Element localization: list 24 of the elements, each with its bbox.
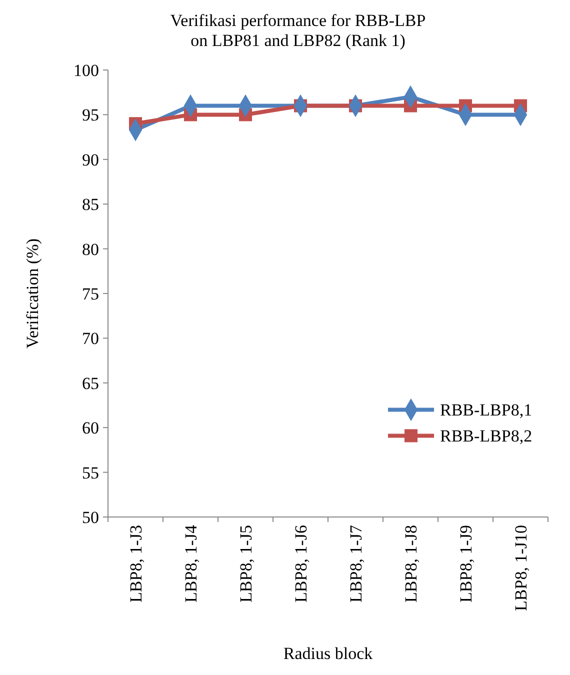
chart-title: Verifikasi performance for RBB-LBP on LBP81 and LBP82 (Rank 1) xyxy=(170,11,426,50)
y-axis-title: Verification (%) xyxy=(23,238,42,348)
x-tick-label: LBP8, 1-J9 xyxy=(456,525,476,602)
x-tick-label: LBP8, 1-J6 xyxy=(292,525,310,602)
y-tick-label: 60 xyxy=(82,418,99,438)
y-tick-label: 95 xyxy=(82,106,99,125)
x-tick-label: LBP8, 1-J10 xyxy=(512,525,530,611)
y-tick-label: 70 xyxy=(82,329,99,348)
y-tick-label: 100 xyxy=(74,60,99,80)
y-tick-label: 65 xyxy=(82,374,99,393)
x-tick-label: LBP8, 1-J5 xyxy=(236,525,256,602)
x-tick-label: LBP8, 1-J3 xyxy=(126,525,146,602)
legend-label: RBB-LBP8,1 xyxy=(440,400,532,420)
y-tick-label: 80 xyxy=(82,240,99,259)
legend-label: RBB-LBP8,2 xyxy=(440,426,532,446)
x-tick-label: LBP8, 1-J8 xyxy=(402,525,420,602)
y-tick-label: 75 xyxy=(82,284,99,304)
x-tick-label: LBP8, 1-J4 xyxy=(182,524,200,602)
y-tick-label: 85 xyxy=(82,195,99,214)
y-tick-label: 55 xyxy=(82,463,99,482)
y-tick-label: 50 xyxy=(82,508,99,527)
x-tick-label: LBP8, 1-J7 xyxy=(346,524,366,602)
y-tick-label: 90 xyxy=(82,150,99,170)
x-axis-title: Radius block xyxy=(283,644,374,663)
